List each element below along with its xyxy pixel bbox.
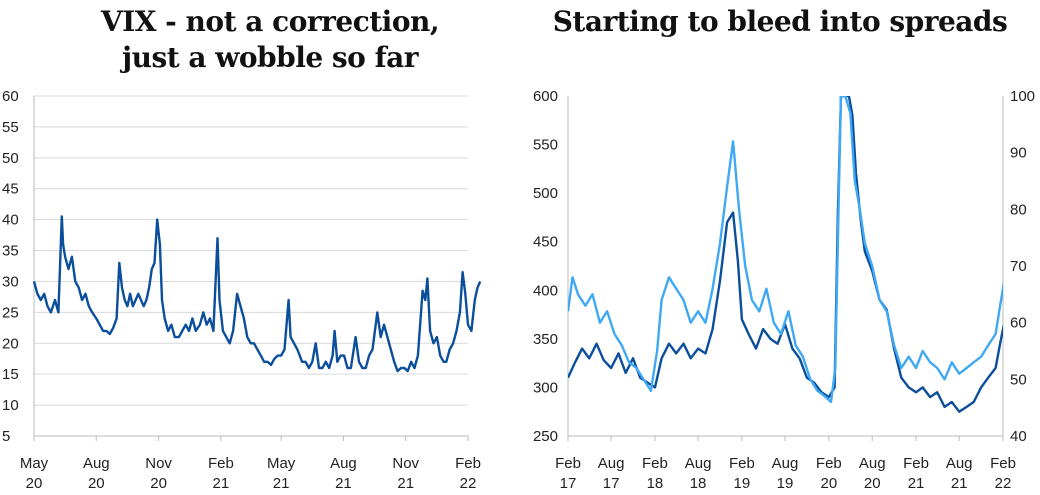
x-tick-label: 21 — [951, 475, 968, 492]
vix-line-chart: 60 55 50 45 40 35 30 25 20 15 10 5 May 20 Aug 20 Nov 20 Fe… — [2, 88, 482, 492]
x-tick-label: 20 — [88, 475, 105, 492]
x-tick-label: 17 — [560, 475, 577, 492]
y-tick-label: 55 — [2, 119, 19, 136]
chart-title-right: Starting to bleed into spreads — [552, 5, 1008, 38]
x-tick-label: May — [20, 455, 49, 472]
x-tick-label: 21 — [273, 475, 290, 492]
y-right-tick-label: 40 — [1010, 428, 1027, 445]
x-tick-label: Aug — [859, 455, 886, 472]
x-tick-label: Feb — [729, 455, 755, 472]
y-left-tick-label: 450 — [533, 234, 558, 251]
vix-series-line — [32, 215, 482, 373]
x-tick-label: Aug — [772, 455, 799, 472]
y-right-tick-label: 90 — [1010, 145, 1027, 162]
x-tick-label: 21 — [213, 475, 230, 492]
x-tick-label: 17 — [603, 475, 620, 492]
x-tick-label: 22 — [995, 475, 1012, 492]
x-tick-label: 21 — [397, 475, 414, 492]
x-tick-label: Feb — [455, 455, 481, 472]
y-right-tick-label: 80 — [1010, 201, 1027, 218]
y-tick-label: 50 — [2, 150, 19, 167]
x-tick-label: Aug — [946, 455, 973, 472]
spread-series-line-right-axis — [568, 96, 1003, 404]
x-tick-label: 21 — [908, 475, 925, 492]
x-tick-label: 20 — [821, 475, 838, 492]
x-tick-label: Feb — [990, 455, 1016, 472]
chart-title-left: VIX - not a correction, just a wobble so… — [20, 4, 520, 76]
spread-series-line-left-axis — [568, 96, 1003, 413]
x-tick-label: 19 — [777, 475, 794, 492]
x-tick-label: 22 — [460, 475, 477, 492]
x-tick-label: Feb — [816, 455, 842, 472]
x-tick-label: 21 — [335, 475, 352, 492]
y-tick-label: 40 — [2, 212, 19, 229]
x-tick-label: 18 — [690, 475, 707, 492]
x-tick-label: Feb — [903, 455, 929, 472]
y-left-tick-label: 600 — [533, 88, 558, 105]
x-tick-label: Feb — [208, 455, 234, 472]
y-left-tick-label: 250 — [533, 428, 558, 445]
y-right-tick-label: 100 — [1010, 88, 1035, 105]
y-tick-label: 35 — [2, 243, 19, 260]
y-tick-label: 20 — [2, 335, 19, 352]
x-tick-label: 20 — [150, 475, 167, 492]
y-tick-label: 30 — [2, 273, 19, 290]
y-left-tick-label: 500 — [533, 185, 558, 202]
x-tick-label: Aug — [598, 455, 625, 472]
y-left-tick-label: 300 — [533, 379, 558, 396]
y-tick-label: 60 — [2, 88, 19, 105]
x-tick-label: Nov — [145, 455, 172, 472]
chart-title-left-line-1: VIX - not a correction, — [100, 5, 440, 38]
y-tick-label: 25 — [2, 304, 19, 321]
x-tick-label: 20 — [864, 475, 881, 492]
x-tick-label: Aug — [330, 455, 357, 472]
y-left-tick-label: 550 — [533, 137, 558, 154]
x-tick-label: 18 — [647, 475, 664, 492]
y-right-tick-label: 60 — [1010, 315, 1027, 332]
y-tick-label: 10 — [2, 397, 19, 414]
y-left-tick-label: 400 — [533, 282, 558, 299]
x-tick-label: Nov — [392, 455, 419, 472]
x-tick-label: Aug — [685, 455, 712, 472]
y-right-tick-label: 50 — [1010, 371, 1027, 388]
x-tick-label: Aug — [83, 455, 110, 472]
x-tick-label: 20 — [26, 475, 43, 492]
y-right-tick-label: 70 — [1010, 258, 1027, 275]
y-tick-label: 15 — [2, 366, 19, 383]
x-tick-label: Feb — [642, 455, 668, 472]
chart-title-left-line-2: just a wobble so far — [121, 41, 419, 74]
y-tick-label: 5 — [2, 428, 10, 445]
x-tick-label: 19 — [734, 475, 751, 492]
x-tick-label: May — [267, 455, 296, 472]
x-tick-label: Feb — [555, 455, 581, 472]
y-tick-label: 45 — [2, 181, 19, 198]
y-left-tick-label: 350 — [533, 331, 558, 348]
